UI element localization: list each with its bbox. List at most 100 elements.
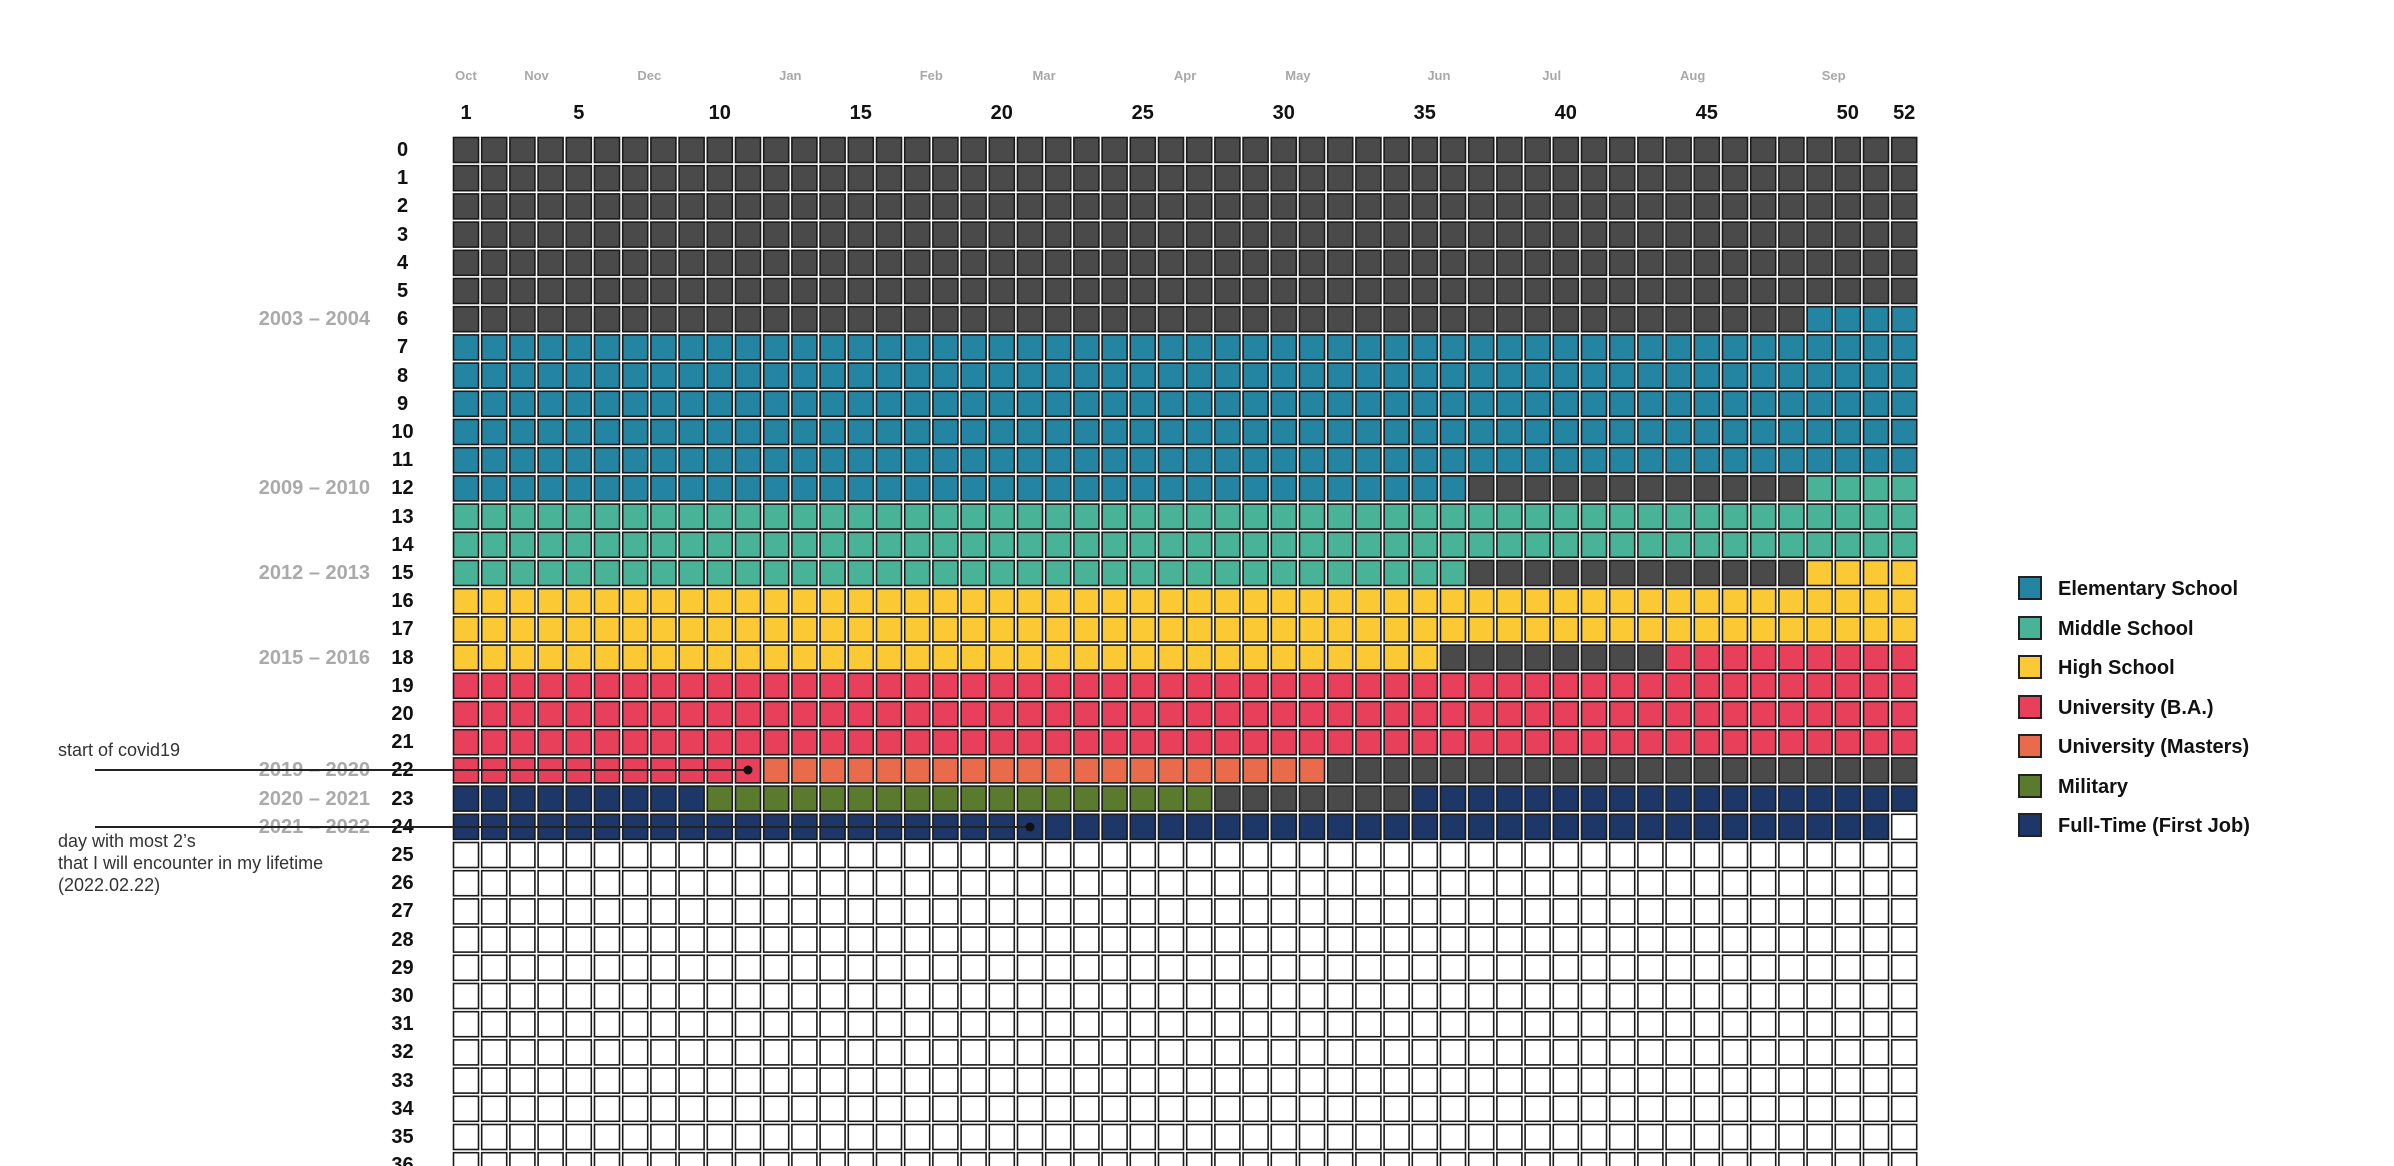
week-cell — [1778, 249, 1805, 277]
week-cell — [1439, 249, 1467, 277]
week-cell — [1580, 813, 1608, 841]
week-cell — [1552, 1151, 1580, 1166]
week-cell — [1608, 757, 1636, 784]
week-cell — [1749, 418, 1777, 446]
week-cell — [1467, 841, 1495, 869]
week-cell — [593, 1039, 621, 1066]
week-cell — [1693, 249, 1721, 277]
week-cell — [1637, 1123, 1664, 1151]
week-cell — [1806, 390, 1833, 418]
week-cell — [509, 390, 536, 418]
week-cell — [932, 1123, 959, 1151]
week-cell — [1383, 362, 1410, 389]
week-cell — [791, 898, 818, 925]
week-cell — [1411, 164, 1439, 192]
week-cell — [1270, 446, 1298, 474]
week-cell — [509, 164, 536, 192]
week-cell — [1806, 813, 1833, 841]
week-cell — [1214, 926, 1241, 953]
week-cell — [1749, 1067, 1777, 1094]
week-cell — [1721, 926, 1749, 953]
week-cell — [1890, 841, 1918, 869]
week-cell — [1383, 503, 1410, 530]
week-cell — [1411, 1067, 1439, 1094]
week-cell — [593, 1067, 621, 1094]
week-cell — [1524, 898, 1551, 925]
week-cell — [1101, 277, 1128, 305]
week-cell — [1721, 813, 1749, 841]
week-cell — [1016, 390, 1044, 418]
week-cell — [875, 503, 903, 530]
week-cell — [932, 193, 959, 220]
week-cell — [1806, 898, 1833, 925]
week-cell — [875, 334, 903, 361]
week-cell — [537, 841, 564, 869]
week-cell — [1044, 954, 1072, 982]
week-cell — [791, 221, 818, 248]
week-cell — [1890, 728, 1918, 756]
week-cell — [1439, 362, 1467, 389]
week-cell — [1129, 813, 1157, 841]
week-cell — [1411, 869, 1439, 897]
week-cell — [734, 446, 762, 474]
week-cell — [1862, 1039, 1890, 1066]
week-cell — [1326, 136, 1354, 164]
week-cell — [875, 898, 903, 925]
week-cell — [1326, 305, 1354, 333]
week-cell — [1016, 1095, 1044, 1123]
week-cell — [1185, 700, 1213, 728]
week-cell — [1411, 1123, 1439, 1151]
week-cell — [565, 785, 593, 812]
week-cell — [1298, 1039, 1326, 1066]
week-cell — [1439, 954, 1467, 982]
week-cell — [1270, 757, 1298, 784]
week-cell — [1665, 813, 1692, 841]
week-cell — [1496, 644, 1523, 671]
week-cell — [1383, 305, 1410, 333]
week-cell — [1326, 1010, 1354, 1038]
week-cell — [509, 1010, 536, 1038]
week-cell — [960, 587, 987, 615]
week-cell — [903, 1067, 931, 1094]
week-cell — [791, 1010, 818, 1038]
week-cell — [1665, 446, 1692, 474]
week-cell — [1637, 813, 1664, 841]
week-cell — [819, 136, 846, 164]
week-cell — [875, 644, 903, 671]
week-cell — [1270, 728, 1298, 756]
week-cell — [1834, 1095, 1862, 1123]
annotation-text: day with most 2’s that I will encounter i… — [58, 830, 323, 896]
week-cell — [452, 446, 480, 474]
annotation-text-line: start of covid19 — [58, 740, 181, 761]
week-cell — [565, 164, 593, 192]
week-cell — [1214, 1123, 1241, 1151]
week-cell — [988, 757, 1016, 784]
week-cell — [1214, 869, 1241, 897]
week-cell — [1157, 475, 1185, 502]
week-cell — [1383, 1095, 1410, 1123]
week-cell — [678, 982, 705, 1010]
week-cell — [1270, 559, 1298, 587]
week-cell — [537, 616, 564, 643]
week-cell — [1242, 785, 1269, 812]
week-cell — [903, 700, 931, 728]
week-cell — [1129, 1067, 1157, 1094]
week-cell — [678, 700, 705, 728]
week-cell — [1749, 305, 1777, 333]
week-cell — [903, 249, 931, 277]
week-cell — [932, 1039, 959, 1066]
week-cell — [1383, 644, 1410, 671]
week-cell — [1242, 644, 1269, 671]
week-cell — [988, 1151, 1016, 1166]
week-cell — [1580, 728, 1608, 756]
week-cell — [1185, 898, 1213, 925]
week-cell — [1580, 305, 1608, 333]
week-cell — [1467, 334, 1495, 361]
week-cell — [1552, 898, 1580, 925]
week-cell — [1862, 249, 1890, 277]
week-cell — [593, 559, 621, 587]
week-cell — [1326, 559, 1354, 587]
week-cell — [1044, 334, 1072, 361]
week-cell — [706, 672, 734, 700]
week-cell — [1834, 305, 1862, 333]
